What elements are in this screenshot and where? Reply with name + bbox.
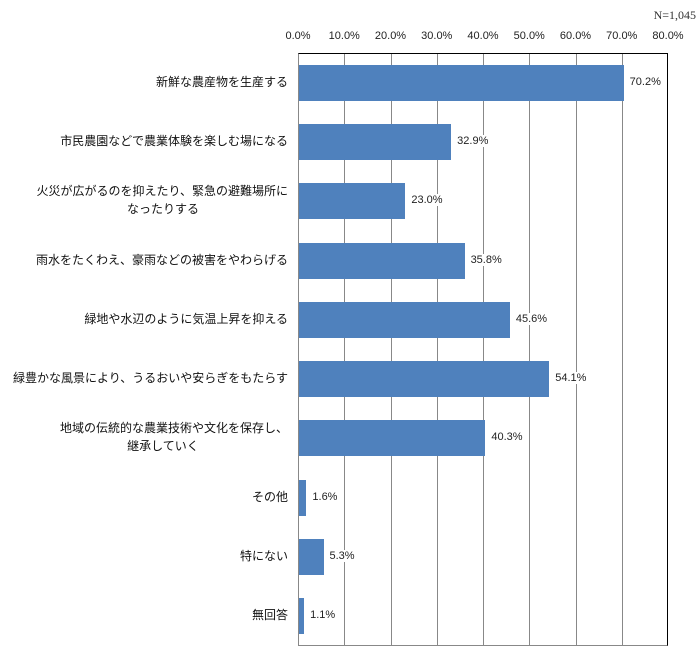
value-label: 5.3% xyxy=(327,550,357,563)
bar xyxy=(299,301,510,338)
category-label-line: 新鮮な農産物を生産する xyxy=(155,74,288,89)
category-label: 地域の伝統的な農業技術や文化を保存し、継承していく xyxy=(0,419,288,455)
value-label: 40.3% xyxy=(489,431,525,444)
gridline xyxy=(390,54,392,645)
category-label-line: 特にない xyxy=(239,549,288,564)
gridline xyxy=(621,54,623,645)
category-label-line: 雨水をたくわえ、豪雨などの被害をやわらげる xyxy=(35,252,288,267)
bar xyxy=(299,183,406,220)
sample-size-note: N=1,045 xyxy=(653,8,696,22)
category-label-line: 地域の伝統的な農業技術や文化を保存し、 xyxy=(59,421,288,436)
x-tick-label: 80.0% xyxy=(652,30,684,42)
x-tick-label: 10.0% xyxy=(328,30,360,42)
category-label-line: なったりする xyxy=(126,202,199,217)
x-tick-label: 60.0% xyxy=(559,30,592,42)
category-label-line: 緑豊かな風景により、うるおいや安らぎをもたらす xyxy=(12,371,288,386)
plot-area: 70.2% 32.9% 23.0% 35.8% 45.6% 54.1% 40.3% 1.6% 5… xyxy=(298,53,668,646)
category-label: 市民農園などで農業体験を楽しむ場になる xyxy=(0,132,288,150)
category-label: その他 xyxy=(0,488,288,506)
value-label: 54.1% xyxy=(553,372,589,385)
value-label: 1.6% xyxy=(310,490,340,503)
x-tick-label: 0.0% xyxy=(285,30,311,42)
x-tick-label: 50.0% xyxy=(513,30,545,42)
category-label: 新鮮な農産物を生産する xyxy=(0,73,288,91)
gridline xyxy=(575,54,577,645)
value-label: 45.6% xyxy=(513,312,550,325)
category-label: 火災が広がるのを抑えたり、緊急の避難場所に なったりする xyxy=(0,182,288,218)
category-label-line: その他 xyxy=(251,489,288,504)
bar xyxy=(299,598,305,635)
bar xyxy=(299,420,486,457)
gridline xyxy=(436,54,438,645)
bar xyxy=(299,539,324,576)
gridline xyxy=(344,54,346,645)
category-label: 緑豊かな風景により、うるおいや安らぎをもたらす xyxy=(0,369,288,387)
category-label: 特にない xyxy=(0,547,288,565)
bar xyxy=(299,64,624,101)
value-label: 35.8% xyxy=(468,253,504,266)
category-label-line: 緑地や水辺のように気温上昇を抑える xyxy=(84,311,288,326)
bar xyxy=(299,479,307,516)
x-tick-label: 20.0% xyxy=(374,30,407,42)
bar xyxy=(299,123,452,160)
value-label: 1.1% xyxy=(308,609,338,622)
category-label: 緑地や水辺のように気温上昇を抑える xyxy=(0,310,288,328)
gridline xyxy=(483,54,484,645)
category-label: 雨水をたくわえ、豪雨などの被害をやわらげる xyxy=(0,251,288,269)
category-label-line: 継承していく xyxy=(127,439,199,454)
x-tick-label: 40.0% xyxy=(467,30,499,42)
gridline xyxy=(529,54,531,645)
x-tick-label: 70.0% xyxy=(606,30,638,42)
bar xyxy=(299,361,550,398)
category-label-line: 火災が広がるのを抑えたり、緊急の避難場所に xyxy=(36,184,288,199)
category-label: 無回答 xyxy=(0,606,288,624)
x-tick-label: 30.0% xyxy=(421,30,453,42)
value-label: 23.0% xyxy=(409,194,445,207)
category-label-line: 市民農園などで農業体験を楽しむ場になる xyxy=(60,133,288,148)
bar xyxy=(299,242,465,279)
value-label: 32.9% xyxy=(455,134,491,147)
category-label-line: 無回答 xyxy=(251,608,288,623)
value-label: 70.2% xyxy=(627,75,663,88)
